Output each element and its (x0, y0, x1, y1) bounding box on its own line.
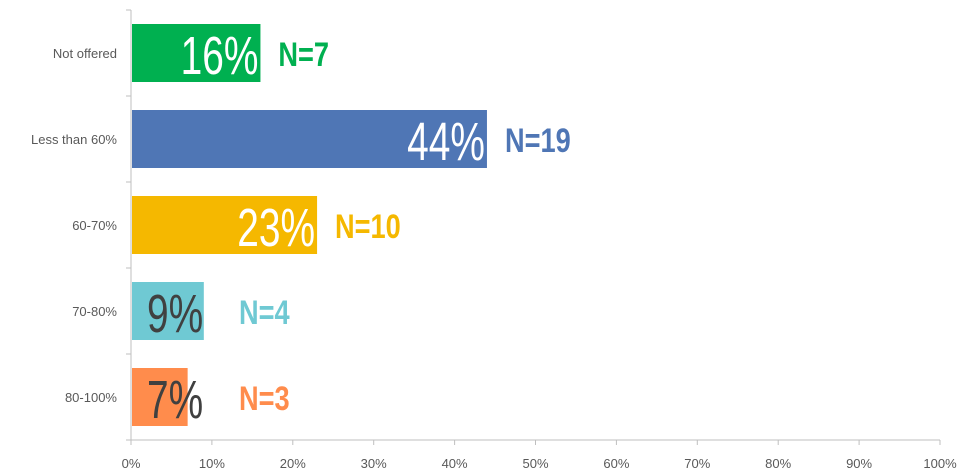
n-label: N=7 (278, 35, 329, 74)
x-tick-label: 100% (923, 456, 957, 471)
value-label: 9% (147, 283, 203, 344)
bar (132, 196, 318, 254)
x-tick-label: 50% (522, 456, 548, 471)
x-tick-label: 40% (442, 456, 468, 471)
n-label: N=4 (239, 293, 290, 332)
value-label: 7% (147, 369, 203, 430)
chart-axes: 0% 10% 20% 30% 40% 50% 60% 70% 80% 90% 100% (122, 9, 957, 471)
category-label: 60-70% (72, 218, 117, 233)
bar (132, 282, 204, 340)
bar (132, 24, 261, 82)
bar (132, 368, 188, 426)
x-tick-label: 30% (361, 456, 387, 471)
category-label: Less than 60% (31, 132, 117, 147)
label-group: Not offered 16% N=7 Less than 60% 44% N=19 60-… (31, 25, 571, 430)
x-tick-label: 80% (765, 456, 791, 471)
x-tick-label: 20% (280, 456, 306, 471)
x-tick-label: 0% (122, 456, 141, 471)
value-label: 16% (181, 25, 259, 86)
n-label: N=3 (239, 379, 290, 418)
category-label: 70-80% (72, 304, 117, 319)
x-tick-label: 10% (199, 456, 225, 471)
bar-group (132, 24, 487, 426)
n-label: N=10 (335, 207, 401, 246)
value-label: 44% (407, 111, 485, 172)
category-label: 80-100% (65, 390, 117, 405)
value-label: 23% (237, 197, 315, 258)
n-label: N=19 (505, 121, 571, 160)
x-tick-label: 70% (684, 456, 710, 471)
x-tick-label: 60% (603, 456, 629, 471)
category-label: Not offered (53, 46, 117, 61)
bar (132, 110, 487, 168)
x-tick-label: 90% (846, 456, 872, 471)
